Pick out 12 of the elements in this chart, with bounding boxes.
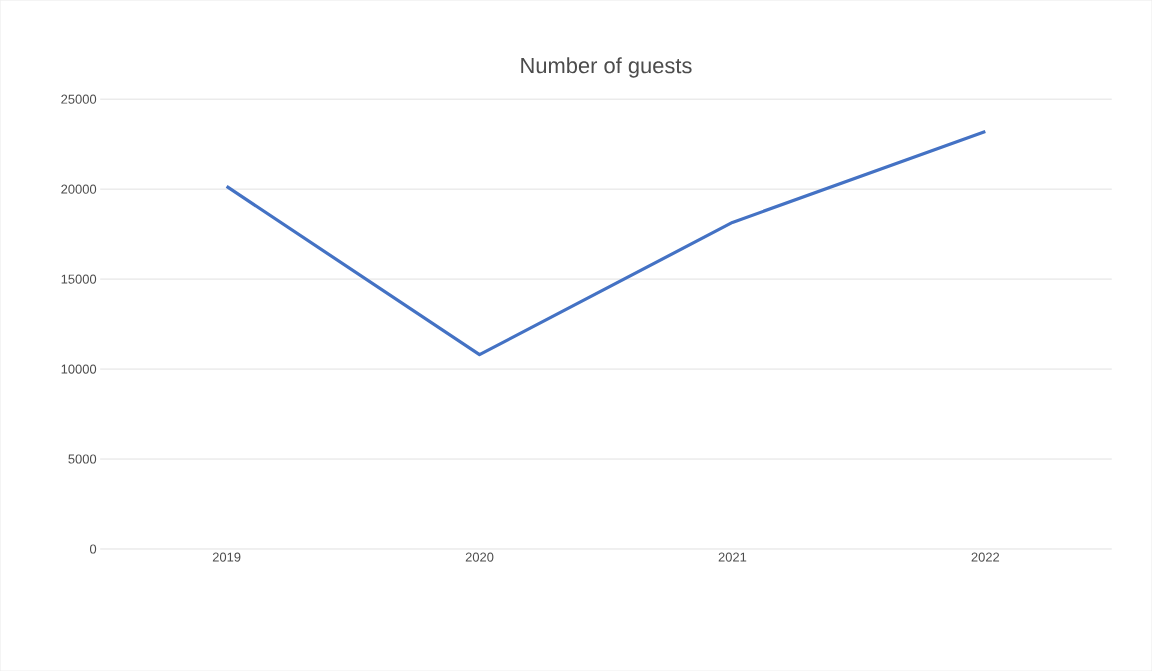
y-tick-label: 25000 [61,94,97,104]
y-tick-label: 0 [89,544,97,554]
line-series [225,129,987,357]
y-tick-label: 20000 [61,184,97,194]
x-tick-label: 2021 [718,552,747,562]
y-tick-label: 15000 [61,274,97,284]
x-tick-label: 2020 [465,552,494,562]
y-tick-label: 10000 [61,364,97,374]
y-tick-label: 5000 [68,454,97,464]
x-tick-label: 2019 [212,552,241,562]
chart-title: Number of guests [521,57,692,78]
x-tick-label: 2022 [971,552,1000,562]
